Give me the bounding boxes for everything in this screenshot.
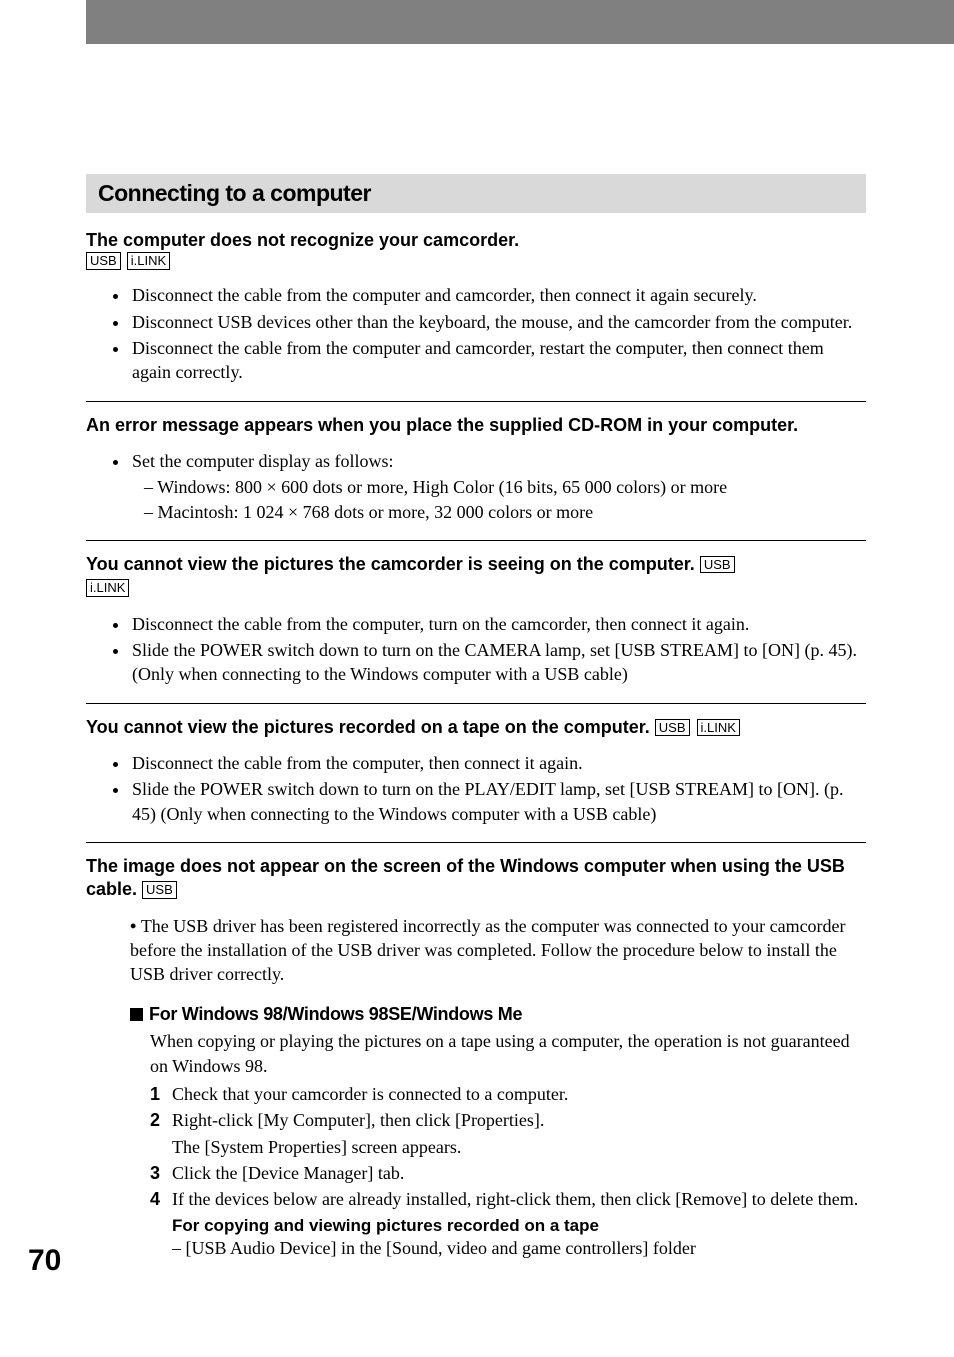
bullet-list: Disconnect the cable from the computer a… — [130, 283, 866, 384]
ilink-badge: i.LINK — [127, 252, 170, 270]
step-row: 2 Right-click [My Computer], then click … — [150, 1108, 866, 1132]
subsection-title-text: For Windows 98/Windows 98SE/Windows Me — [149, 1004, 522, 1024]
divider — [86, 703, 866, 704]
dash-item: Windows: 800 × 600 dots or more, High Co… — [144, 475, 866, 499]
ilink-badge: i.LINK — [86, 579, 129, 597]
usb-badge: USB — [86, 252, 121, 270]
step-text: Right-click [My Computer], then click [P… — [172, 1108, 866, 1132]
issue-heading: The computer does not recognize your cam… — [86, 229, 866, 252]
section-title: Connecting to a computer — [98, 180, 854, 207]
bullet-item: Disconnect the cable from the computer, … — [130, 612, 866, 636]
page-content: Connecting to a computer The computer do… — [0, 44, 954, 1260]
issue-block: The image does not appear on the screen … — [86, 855, 866, 1260]
badge-row: USB i.LINK — [86, 253, 172, 270]
bullet-item: Slide the POWER switch down to turn on t… — [130, 777, 866, 826]
step-number: 3 — [150, 1161, 168, 1185]
bullet-list: Disconnect the cable from the computer, … — [130, 751, 866, 826]
step-number: 1 — [150, 1082, 168, 1106]
issue-heading-text: The image does not appear on the screen … — [86, 856, 845, 899]
bullet-item: Disconnect USB devices other than the ke… — [130, 310, 866, 334]
bullet-item: Disconnect the cable from the computer, … — [130, 751, 866, 775]
step-number: 4 — [150, 1187, 168, 1211]
lead-paragraph: The USB driver has been registered incor… — [130, 914, 866, 987]
issue-heading-text: You cannot view the pictures the camcord… — [86, 554, 695, 574]
bullet-list: Set the computer display as follows: — [130, 449, 866, 473]
issue-block: The computer does not recognize your cam… — [86, 229, 866, 385]
usb-badge: USB — [655, 719, 690, 737]
step-row: 1 Check that your camcorder is connected… — [150, 1082, 866, 1106]
issue-block: An error message appears when you place … — [86, 414, 866, 524]
issue-block: You cannot view the pictures recorded on… — [86, 716, 866, 826]
step-row: 3 Click the [Device Manager] tab. — [150, 1161, 866, 1185]
bullet-item: Set the computer display as follows: — [130, 449, 866, 473]
bullet-list: Disconnect the cable from the computer, … — [130, 612, 866, 687]
issue-heading: The image does not appear on the screen … — [86, 855, 866, 902]
section-title-bar: Connecting to a computer — [86, 174, 866, 213]
lead-text: The USB driver has been registered incor… — [130, 916, 846, 985]
step-text: If the devices below are already install… — [172, 1187, 866, 1211]
bullet-item: Disconnect the cable from the computer a… — [130, 283, 866, 307]
square-icon — [130, 1008, 143, 1021]
issue-heading: An error message appears when you place … — [86, 414, 866, 437]
usb-badge: USB — [700, 556, 735, 574]
issue-heading-text: You cannot view the pictures recorded on… — [86, 717, 650, 737]
subsection-body: When copying or playing the pictures on … — [150, 1029, 866, 1078]
issue-block: You cannot view the pictures the camcord… — [86, 553, 866, 687]
divider — [86, 540, 866, 541]
step-subtext: The [System Properties] screen appears. — [172, 1135, 866, 1159]
bullet-item: Slide the POWER switch down to turn on t… — [130, 638, 866, 687]
numbered-steps: 1 Check that your camcorder is connected… — [150, 1082, 866, 1211]
dash-list: Windows: 800 × 600 dots or more, High Co… — [144, 475, 866, 524]
dash-item: Macintosh: 1 024 × 768 dots or more, 32 … — [144, 500, 866, 524]
issue-heading: You cannot view the pictures recorded on… — [86, 716, 866, 739]
step-text: Check that your camcorder is connected t… — [172, 1082, 866, 1106]
bullet-item: Disconnect the cable from the computer a… — [130, 336, 866, 385]
step-number: 2 — [150, 1108, 168, 1132]
page-number: 70 — [28, 1244, 61, 1278]
lead-bullet — [130, 916, 141, 936]
sub-bold-heading: For copying and viewing pictures recorde… — [172, 1216, 866, 1236]
issue-heading: You cannot view the pictures the camcord… — [86, 553, 866, 600]
header-bar — [86, 0, 954, 44]
subsection-title: For Windows 98/Windows 98SE/Windows Me — [130, 1004, 866, 1025]
ilink-badge: i.LINK — [697, 719, 740, 737]
divider — [86, 401, 866, 402]
sub-dash-item: [USB Audio Device] in the [Sound, video … — [172, 1236, 866, 1260]
step-row: 4 If the devices below are already insta… — [150, 1187, 866, 1211]
usb-badge: USB — [142, 881, 177, 899]
divider — [86, 842, 866, 843]
step-text: Click the [Device Manager] tab. — [172, 1161, 866, 1185]
